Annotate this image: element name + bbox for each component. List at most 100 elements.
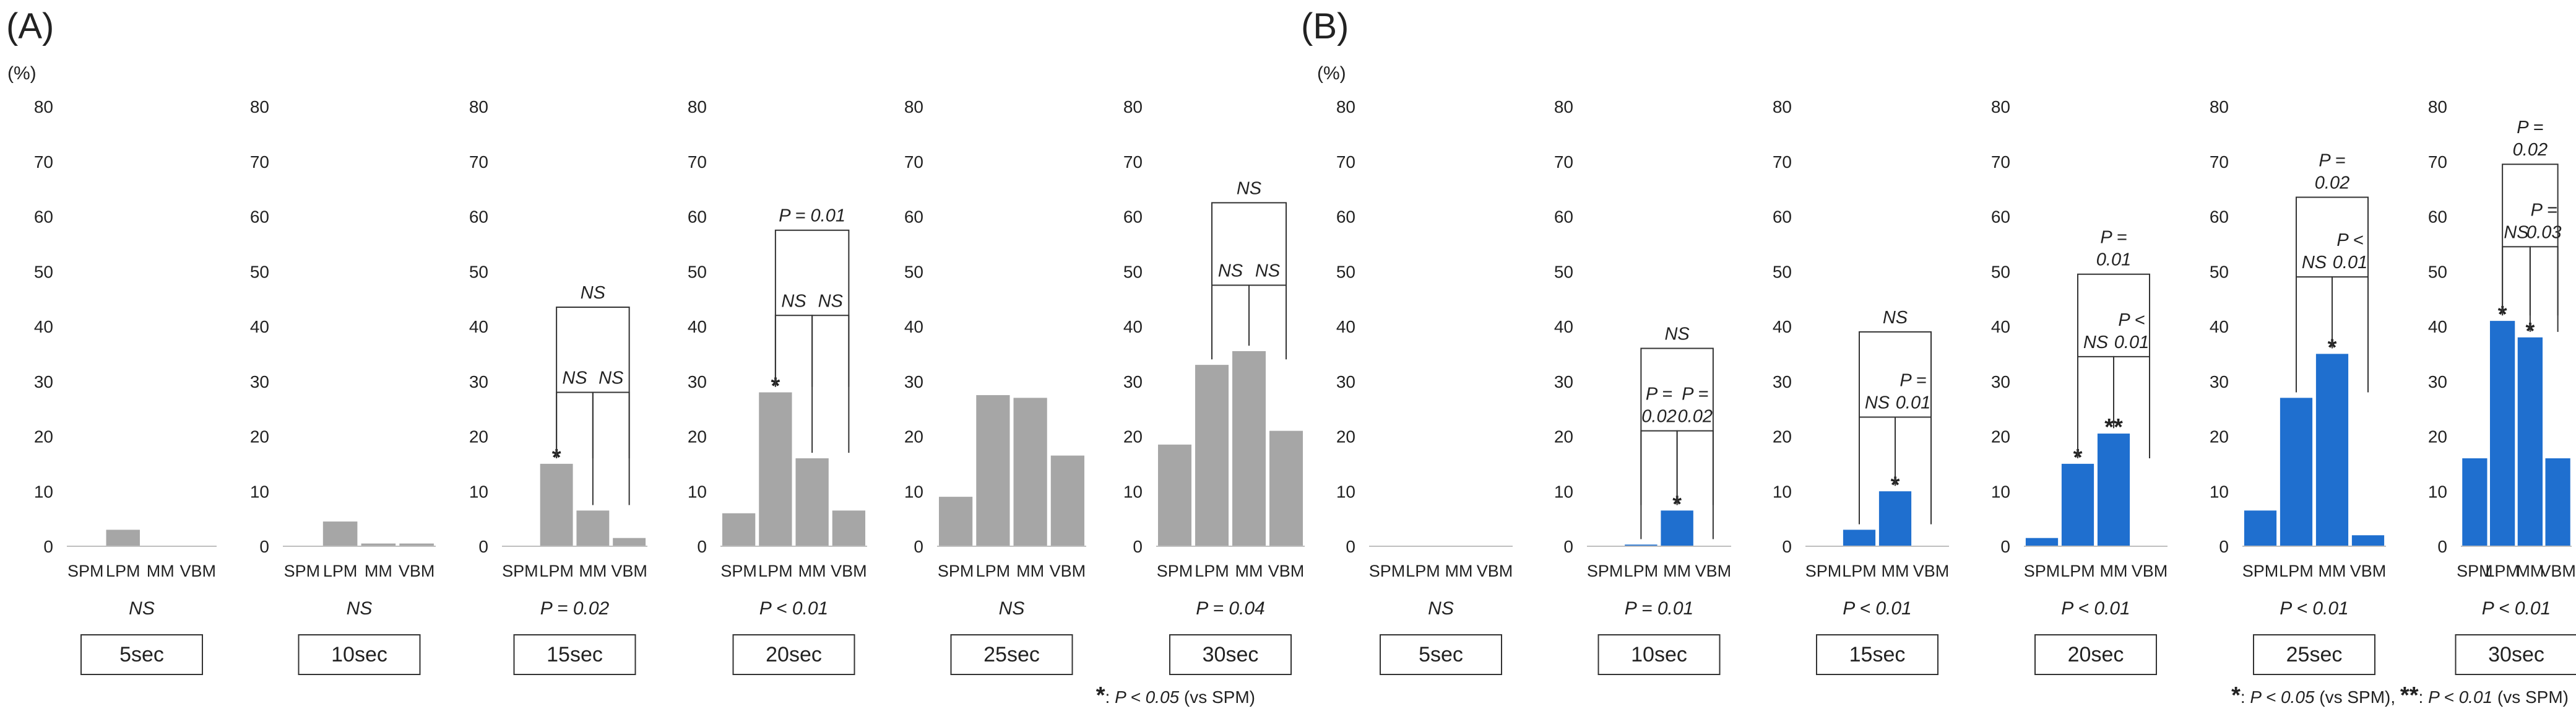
overall-p-value: P = 0.04 (1196, 598, 1264, 619)
y-tick-label: 0 (43, 537, 53, 556)
y-tick-label: 50 (904, 262, 923, 281)
y-tick-label: 80 (1991, 97, 2010, 116)
significance-bracket (2077, 273, 2150, 458)
x-tick-label: SPM (284, 562, 321, 580)
bracket-label: P = (1646, 385, 1672, 404)
y-tick-label: 60 (1773, 207, 1792, 227)
bracket-label: 0.02 (1641, 407, 1676, 427)
y-tick-label: 40 (34, 317, 53, 336)
y-tick-label: 0 (478, 537, 488, 556)
y-tick-label: 20 (1991, 427, 2010, 447)
significance-bracket (1895, 416, 1932, 486)
y-tick-label: 0 (697, 537, 707, 556)
bar-LPM (322, 521, 358, 546)
y-tick-label: 70 (1991, 152, 2010, 172)
y-tick-label: 30 (469, 372, 488, 391)
y-tick-label: 20 (250, 427, 269, 447)
y-tick-label: 30 (1336, 372, 1355, 391)
x-tick-label: MM (365, 562, 392, 580)
bar-LPM (2061, 463, 2094, 546)
y-tick-label: 10 (904, 482, 923, 501)
x-tick-label: SPM (2242, 562, 2279, 580)
bracket-label: NS (1255, 261, 1281, 281)
y-tick-label: 40 (2428, 317, 2447, 336)
bracket-label: NS (2302, 253, 2327, 273)
chart-5sec: 0 10 20 30 40 50 60 70 80 SPM LPM MM VBM NS 5sec (1336, 97, 1513, 675)
bracket-label: NS (562, 369, 587, 388)
bar-SPM (939, 497, 973, 546)
bracket-label: 0.01 (2114, 333, 2149, 352)
significance-bracket (1640, 347, 1714, 539)
y-tick-label: 10 (250, 482, 269, 501)
bar-MM (1878, 491, 1912, 546)
significance-bracket (1676, 430, 1714, 505)
y-tick-label: 50 (469, 262, 488, 281)
bracket-label: P = (2531, 200, 2557, 220)
bracket-label: P = (2319, 150, 2345, 170)
y-tick-label: 50 (1773, 262, 1792, 281)
x-tick-label: LPM (1406, 562, 1440, 580)
chart-title-box (950, 634, 1073, 675)
y-tick-label: 60 (250, 207, 269, 227)
y-tick-label: 40 (1773, 317, 1792, 336)
y-tick-label: 50 (1123, 262, 1143, 281)
significance-bracket (2296, 276, 2333, 349)
chart-30sec: 0 10 20 30 40 50 60 70 80 SPM LPM MM VBM NS NS NS P = 0.… (1123, 97, 1305, 675)
y-tick-label: 0 (259, 537, 269, 556)
bracket-label: 0.03 (2526, 222, 2561, 242)
bracket-label: NS (818, 291, 844, 311)
x-tick-label: VBM (399, 562, 435, 580)
x-tick-label: VBM (1913, 562, 1950, 580)
x-tick-label: LPM (539, 562, 574, 580)
y-tick-label: 80 (1336, 97, 1355, 116)
bracket-label: P < (2336, 230, 2363, 250)
chart-title: 25sec (983, 643, 1040, 666)
y-tick-label: 70 (1554, 152, 1573, 172)
significance-bracket (1859, 416, 1896, 486)
x-tick-label: VBM (2132, 562, 2168, 580)
chart-title-box (1169, 634, 1292, 675)
significance-bracket (1248, 284, 1287, 346)
overall-p-value: NS (129, 598, 155, 619)
y-tick-label: 40 (688, 317, 707, 336)
y-tick-label: 0 (1563, 537, 1573, 556)
x-tick-label: VBM (611, 562, 647, 580)
y-tick-label: 20 (1773, 427, 1792, 447)
y-tick-label: 10 (1336, 482, 1355, 501)
x-tick-label: SPM (1805, 562, 1842, 580)
bracket-label: P = (2517, 118, 2543, 137)
chart-title-box (2455, 634, 2576, 675)
bar-MM (1232, 351, 1266, 546)
x-tick-label: SPM (938, 562, 974, 580)
panel-label: (A) (6, 6, 54, 46)
x-tick-label: LPM (1842, 562, 1877, 580)
y-unit-label: (%) (7, 63, 37, 84)
y-tick-label: 20 (2428, 427, 2447, 447)
y-tick-label: 20 (904, 427, 923, 447)
x-tick-label: LPM (758, 562, 793, 580)
overall-p-value: NS (999, 598, 1025, 619)
y-tick-label: 30 (1123, 372, 1143, 391)
bar-SPM (2025, 538, 2059, 546)
chart-5sec: 0 10 20 30 40 50 60 70 80 SPM LPM MM VBM NS 5sec (34, 97, 217, 675)
y-tick-label: 80 (250, 97, 269, 116)
y-tick-label: 60 (1123, 207, 1143, 227)
x-tick-label: VBM (2350, 562, 2387, 580)
bracket-label: NS (2083, 333, 2109, 352)
chart-25sec: 0 10 20 30 40 50 60 70 80 SPM LPM MM VBM NS 25sec (904, 97, 1086, 675)
significance-bracket (2332, 276, 2369, 349)
chart-title: 10sec (331, 643, 387, 666)
y-tick-label: 50 (1991, 262, 2010, 281)
y-tick-label: 50 (1554, 262, 1573, 281)
chart-title-box (513, 634, 636, 675)
overall-p-value: P < 0.01 (2280, 598, 2348, 619)
x-tick-label: LPM (2279, 562, 2314, 580)
y-tick-label: 60 (2428, 207, 2447, 227)
bar-LPM (1195, 365, 1229, 546)
y-tick-label: 20 (2210, 427, 2229, 447)
chart-title: 5sec (1419, 643, 1463, 666)
bar-LPM (759, 392, 792, 546)
y-tick-label: 10 (1554, 482, 1573, 501)
